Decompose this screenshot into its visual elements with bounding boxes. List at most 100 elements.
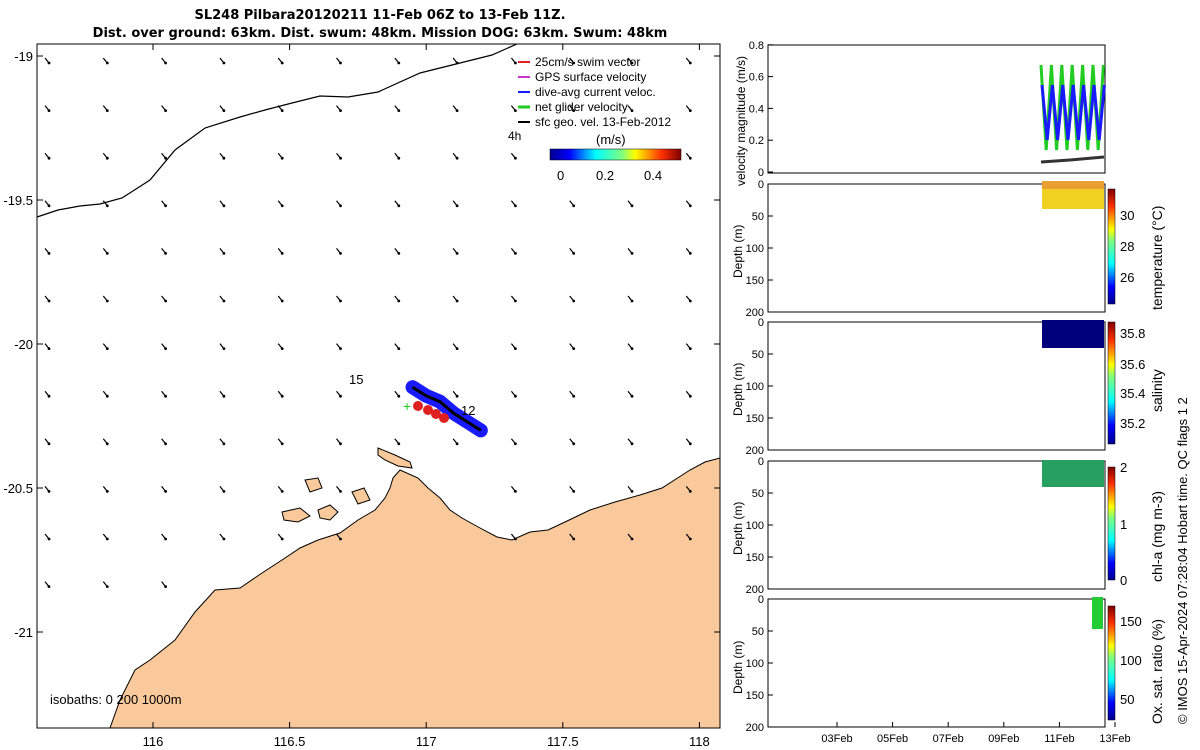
current-arrow-head [105, 442, 109, 446]
legend-item-net: net glider velocity [518, 100, 628, 114]
land-mass [109, 457, 721, 729]
current-arrow-head [397, 61, 401, 65]
current-arrow-head [105, 490, 109, 493]
current-arrow-head [688, 347, 692, 350]
depth-tick-label: 50 [752, 211, 764, 223]
depth-tick-label: 0 [758, 317, 764, 329]
current-arrow-head [455, 299, 459, 303]
current-arrow-head [688, 442, 692, 446]
current-arrow-head [397, 156, 401, 160]
lon-tick-label: 117.5 [547, 734, 579, 749]
current-arrow-head [572, 537, 576, 541]
date-tick-label: 11Feb [1044, 733, 1074, 745]
current-arrow-head [222, 490, 226, 493]
current-arrow-head [47, 204, 51, 208]
island [377, 447, 413, 469]
current-arrow-head [222, 442, 226, 446]
colorbar-tick: 0 [557, 168, 564, 183]
current-arrow-head [105, 204, 109, 208]
current-arrow-head [688, 61, 692, 65]
chla-cb-label: chl-a (mg m-3) [1149, 491, 1165, 582]
current-arrow-head [47, 394, 51, 398]
chla-depth-ticks: 0 50 100 150 200 [746, 456, 773, 596]
current-arrow-head [105, 299, 109, 303]
current-arrow-head [455, 204, 459, 208]
current-arrow-head [630, 299, 634, 303]
current-arrow-head [105, 156, 109, 160]
net-glider-path [411, 385, 482, 432]
swim-vector-marker [439, 413, 449, 423]
date-tick-label: 03Feb [821, 733, 852, 745]
date-tick-label: 07Feb [933, 733, 964, 745]
current-arrow-head [630, 490, 634, 493]
current-arrow-head [572, 252, 576, 255]
chla-ylabel: Depth (m) [731, 502, 745, 555]
current-arrow-head [280, 252, 284, 255]
depth-tick-label: 50 [752, 488, 764, 500]
current-arrow-head [688, 394, 692, 398]
current-arrow-head [688, 109, 692, 112]
current-arrow-head [630, 61, 634, 65]
current-arrow-head [164, 61, 168, 65]
current-arrow-head [280, 490, 284, 493]
current-arrow-head [222, 109, 226, 112]
legend-item-dive-avg: dive-avg current veloc. [518, 85, 656, 99]
chla-cb-tick: 0 [1120, 573, 1127, 588]
colorbar-tick: 0.2 [596, 168, 614, 183]
temperature-panel: 0 50 100 150 200 [746, 179, 1116, 319]
time-scale-label: 4h [508, 129, 521, 143]
lat-tick-label: -20.5 [3, 481, 33, 496]
depth-tick-label: 50 [752, 349, 764, 361]
current-arrow-head [164, 585, 168, 588]
current-arrow-head [339, 156, 342, 160]
current-arrow-head [47, 252, 51, 255]
current-arrow-head [630, 252, 634, 255]
current-arrow-head [105, 109, 109, 112]
vel-tick-label: 0.6 [749, 72, 764, 84]
current-arrow-head [47, 156, 51, 160]
current-arrow-head [339, 252, 342, 255]
oxygen-ylabel: Depth (m) [731, 641, 745, 694]
oxygen-data [1092, 597, 1103, 629]
current-arrow-head [164, 156, 168, 160]
current-arrow-head [280, 156, 284, 160]
depth-tick-label: 0 [758, 456, 764, 468]
current-arrow-head [572, 442, 576, 446]
net-velocity-series [1039, 64, 1105, 151]
current-arrow-head [572, 347, 576, 350]
copyright-footer: © IMOS 15-Apr-2024 07:28:04 Hobart time.… [1175, 397, 1190, 724]
current-arrow-head [222, 204, 226, 208]
lat-tick-label: -21 [14, 625, 33, 640]
oxygen-cb-tick: 50 [1120, 692, 1134, 707]
current-arrow-head [105, 394, 109, 398]
salinity-panel: 0 50 100 150 200 [746, 317, 1116, 457]
current-arrow-head [164, 109, 168, 112]
legend-label: 25cm/s swim vector [535, 55, 640, 69]
lat-tick-label: -19.5 [3, 193, 33, 208]
glider-track: + [403, 380, 488, 438]
salinity-colorbar [1107, 321, 1116, 445]
salinity-cb-tick: 35.2 [1120, 416, 1145, 431]
vel-tick-label: 0 [758, 167, 764, 179]
depth-tick-label: 150 [746, 275, 764, 287]
current-arrow-head [688, 204, 692, 208]
current-arrow-head [164, 347, 168, 350]
current-arrow-head [514, 156, 517, 160]
current-arrow-head [339, 394, 342, 398]
current-arrow-head [47, 299, 51, 303]
current-arrow-head [514, 347, 517, 350]
depth-tick-label: 0 [758, 594, 764, 606]
current-arrow-head [514, 394, 517, 398]
current-arrow-head [688, 490, 692, 493]
colorbar-title: (m/s) [596, 132, 626, 147]
isobath-line [36, 43, 518, 218]
track-label-end: 12 [461, 403, 475, 418]
current-arrow-head [630, 347, 634, 350]
velocity-panel: 0 0.2 0.4 0.6 0.8 [749, 40, 1106, 179]
lon-tick-label: 118 [689, 734, 710, 749]
current-arrow-head [164, 394, 168, 398]
current-arrow-head [105, 585, 109, 588]
dive-avg-velocity-series [1040, 84, 1106, 141]
current-arrow-head [280, 204, 284, 208]
current-arrow-head [105, 537, 109, 541]
